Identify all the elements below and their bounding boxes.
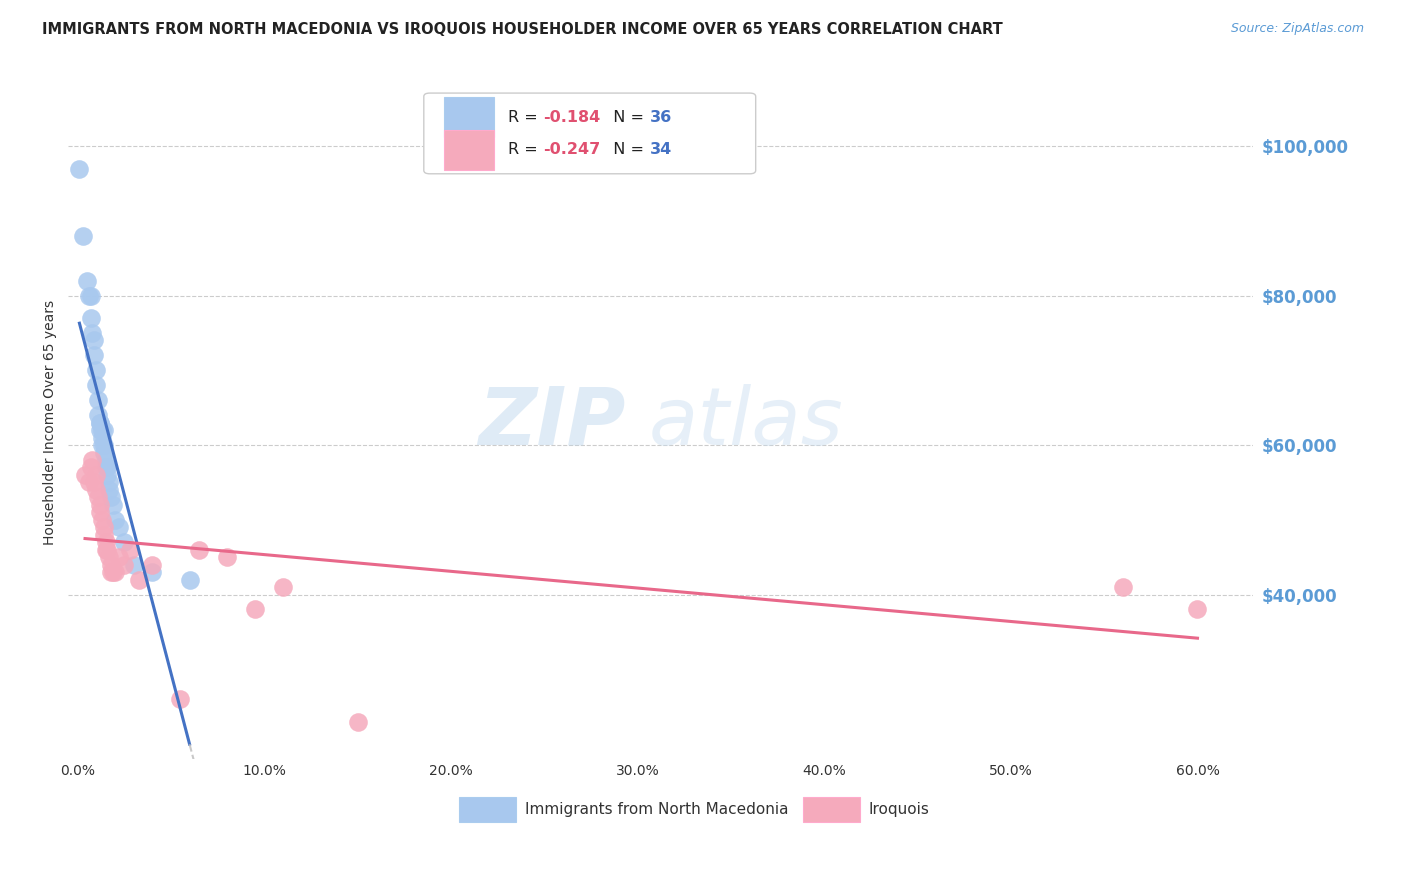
Point (94, 453, 117, 467)
Point (128, 573, 150, 587)
Text: IMMIGRANTS FROM NORTH MACEDONIA VS IROQUOIS HOUSEHOLDER INCOME OVER 65 YEARS COR: IMMIGRANTS FROM NORTH MACEDONIA VS IROQU… (42, 22, 1002, 37)
Point (98, 483, 121, 497)
Point (83, 334, 105, 348)
Point (118, 542, 141, 557)
Point (83, 475, 105, 490)
Point (94, 460, 117, 475)
Point (73, 467, 96, 482)
Point (94, 542, 117, 557)
Point (72, 228, 94, 243)
Point (67, 161, 90, 176)
Text: R =: R = (508, 142, 543, 157)
Point (79, 311, 101, 326)
Point (84, 363, 107, 377)
Point (93, 423, 115, 437)
Text: Source: ZipAtlas.com: Source: ZipAtlas.com (1230, 22, 1364, 36)
Point (89, 498, 111, 512)
Point (83, 348, 105, 362)
Point (179, 573, 201, 587)
Point (215, 550, 238, 565)
Point (82, 453, 104, 467)
Text: 36: 36 (650, 110, 672, 125)
Point (1112, 580, 1135, 594)
Text: -0.184: -0.184 (544, 110, 600, 125)
Point (90, 438, 112, 452)
Y-axis label: Householder Income Over 65 years: Householder Income Over 65 years (44, 300, 58, 545)
Point (90, 513, 112, 527)
Point (79, 460, 101, 475)
FancyBboxPatch shape (460, 797, 516, 822)
Text: N =: N = (603, 110, 650, 125)
FancyBboxPatch shape (803, 797, 860, 822)
Point (98, 475, 121, 490)
Point (84, 378, 107, 392)
Point (76, 274, 98, 288)
Point (112, 558, 135, 572)
Point (93, 527, 115, 541)
Point (89, 416, 111, 430)
Point (101, 565, 124, 579)
Point (271, 580, 294, 594)
Point (82, 326, 104, 340)
Text: Immigrants from North Macedonia: Immigrants from North Macedonia (524, 802, 787, 817)
Text: -0.247: -0.247 (544, 142, 600, 157)
Text: Iroquois: Iroquois (869, 802, 929, 817)
Point (84, 467, 107, 482)
Point (141, 565, 163, 579)
Text: N =: N = (603, 142, 650, 157)
Point (107, 550, 129, 565)
Point (93, 438, 115, 452)
FancyBboxPatch shape (444, 129, 494, 169)
Point (112, 535, 135, 549)
Point (89, 505, 111, 519)
Point (1187, 602, 1209, 616)
Text: R =: R = (508, 110, 543, 125)
FancyBboxPatch shape (423, 93, 755, 174)
Point (94, 535, 117, 549)
Point (90, 431, 112, 445)
Point (89, 416, 111, 430)
Point (346, 714, 368, 729)
Point (98, 550, 121, 565)
Point (243, 602, 266, 616)
FancyBboxPatch shape (444, 97, 494, 137)
Point (84, 483, 107, 497)
Text: atlas: atlas (650, 384, 844, 462)
Point (87, 491, 110, 505)
Point (79, 288, 101, 302)
Text: ZIP: ZIP (478, 384, 626, 462)
Point (169, 692, 191, 706)
Point (77, 288, 100, 302)
Point (87, 393, 110, 408)
Point (122, 558, 145, 572)
Point (96, 460, 118, 475)
Point (89, 423, 111, 437)
Point (187, 542, 209, 557)
Point (100, 491, 122, 505)
Point (100, 565, 122, 579)
Point (141, 558, 163, 572)
Point (104, 565, 127, 579)
Text: 34: 34 (650, 142, 672, 157)
Point (87, 408, 110, 422)
Point (100, 558, 122, 572)
Point (77, 475, 100, 490)
Point (93, 445, 115, 459)
Point (101, 498, 124, 512)
Point (104, 513, 127, 527)
Point (107, 520, 129, 534)
Point (90, 423, 112, 437)
Point (96, 467, 118, 482)
Point (93, 520, 115, 534)
Point (96, 542, 118, 557)
